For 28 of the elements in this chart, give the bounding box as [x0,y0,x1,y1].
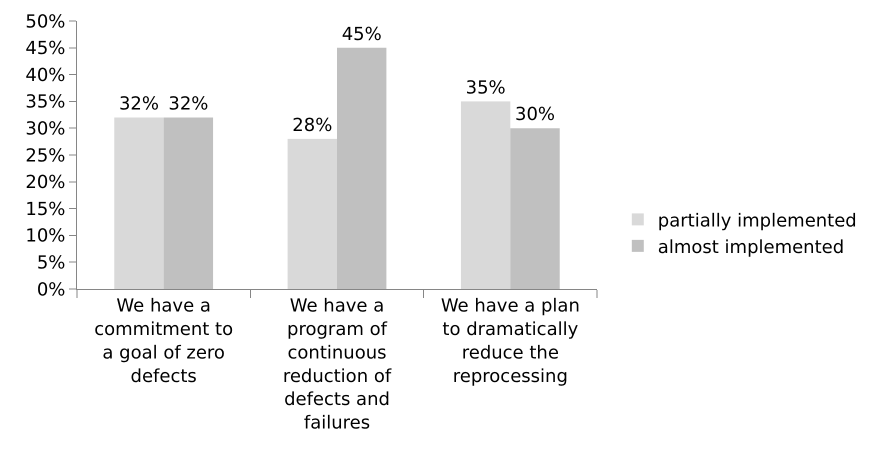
x-tick-label: We have a program of continuous reduction of defects and failures [282,296,392,434]
y-tick-label: 0% [36,279,66,300]
y-tick-label: 10% [25,226,66,247]
y-tick-label: 20% [25,172,66,194]
y-tick-label: 40% [25,64,66,86]
bar [164,117,214,289]
bar [288,138,337,289]
y-tick-label: 30% [25,118,66,140]
y-tick-label: 35% [25,92,66,113]
bar [460,101,510,289]
y-tick-label: 15% [25,198,66,220]
y-tick-label: 5% [36,252,66,274]
legend-label: almost implemented [658,236,844,258]
bar [114,117,164,289]
data-label: 32% [168,93,208,114]
x-tick-label: We have a commitment to a goal of zero defects [94,296,234,387]
data-label: 45% [342,24,382,45]
x-tick-label: We have a plan to dramatically reduce the reprocessing [440,296,580,387]
data-label: 35% [466,77,506,98]
legend-label: partially implemented [658,210,857,232]
y-tick-label: 45% [25,38,66,60]
y-tick-label: 25% [25,145,66,166]
data-label: 32% [118,93,159,114]
y-tick-label: 50% [25,11,66,32]
bar [337,48,386,289]
data-label: 28% [292,114,332,136]
data-label: 30% [515,104,556,126]
bar [510,128,560,289]
